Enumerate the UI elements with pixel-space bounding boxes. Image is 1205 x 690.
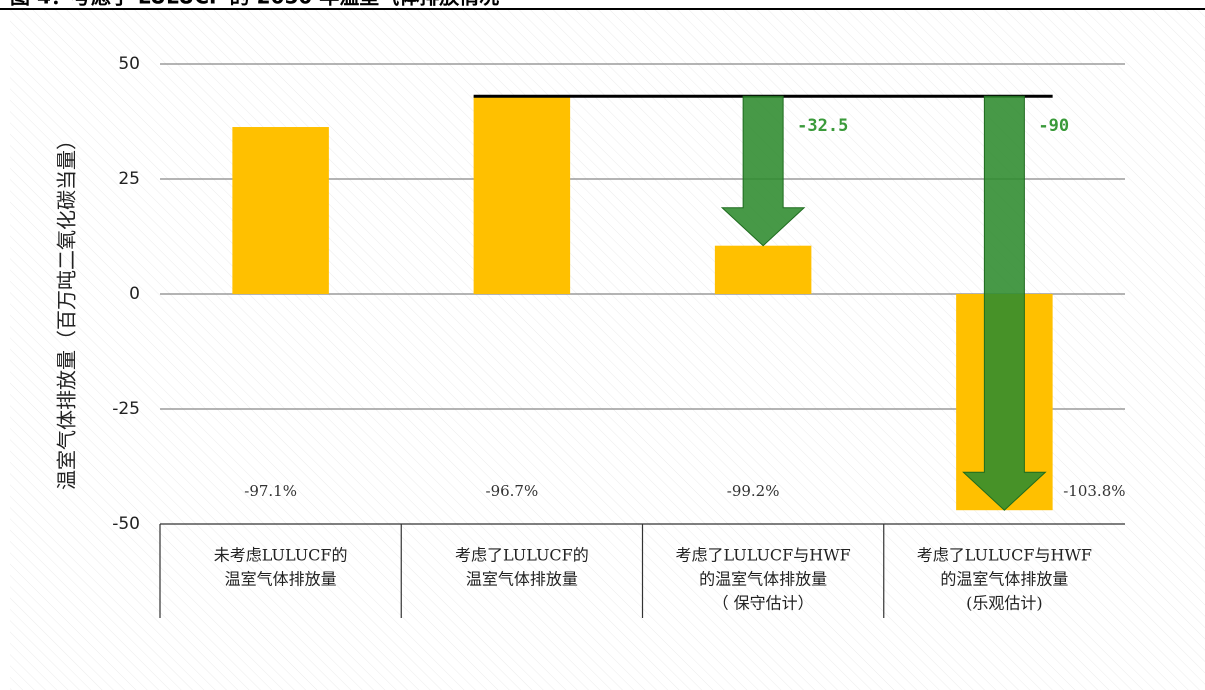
arrow <box>720 95 806 247</box>
y-tick-label: 50 <box>118 54 140 74</box>
annotation: -99.2% <box>727 482 780 500</box>
arrow-label: -32.5 <box>797 116 848 136</box>
y-tick-label: 0 <box>129 284 140 304</box>
y-axis-label: 温室气体排放量（百万吨二氧化碳当量） <box>55 130 79 490</box>
arrow <box>962 95 1047 511</box>
bar <box>232 127 329 295</box>
y-tick-label: 25 <box>118 169 140 189</box>
x-tick-label: (乐观估计) <box>966 594 1043 613</box>
x-tick-label: 未考虑LULUCF的 <box>214 546 348 565</box>
x-tick-label: 考虑了LULUCF的 <box>455 546 589 565</box>
y-tick-label: -50 <box>112 514 140 534</box>
annotation: -103.8% <box>1063 482 1125 500</box>
x-tick-label: 温室气体排放量 <box>466 570 578 589</box>
y-tick-label: -25 <box>112 399 140 419</box>
x-tick-label: 考虑了LULUCF与HWF <box>917 546 1092 565</box>
x-tick-label: 考虑了LULUCF与HWF <box>675 546 850 565</box>
arrow-label: -90 <box>1038 116 1069 136</box>
x-tick-label: 温室气体排放量 <box>225 570 337 589</box>
chart-title: 图 4：考虑了 LULUCF 的 2050 年温室气体排放情况 <box>10 0 499 9</box>
x-tick-label: 的温室气体排放量 <box>940 570 1068 589</box>
x-tick-label: 的温室气体排放量 <box>699 570 827 589</box>
x-tick-label: （ 保守估计） <box>713 594 814 613</box>
annotation: -96.7% <box>486 482 539 500</box>
annotation: -97.1% <box>244 482 297 500</box>
bar <box>714 245 812 294</box>
bar <box>473 96 571 294</box>
